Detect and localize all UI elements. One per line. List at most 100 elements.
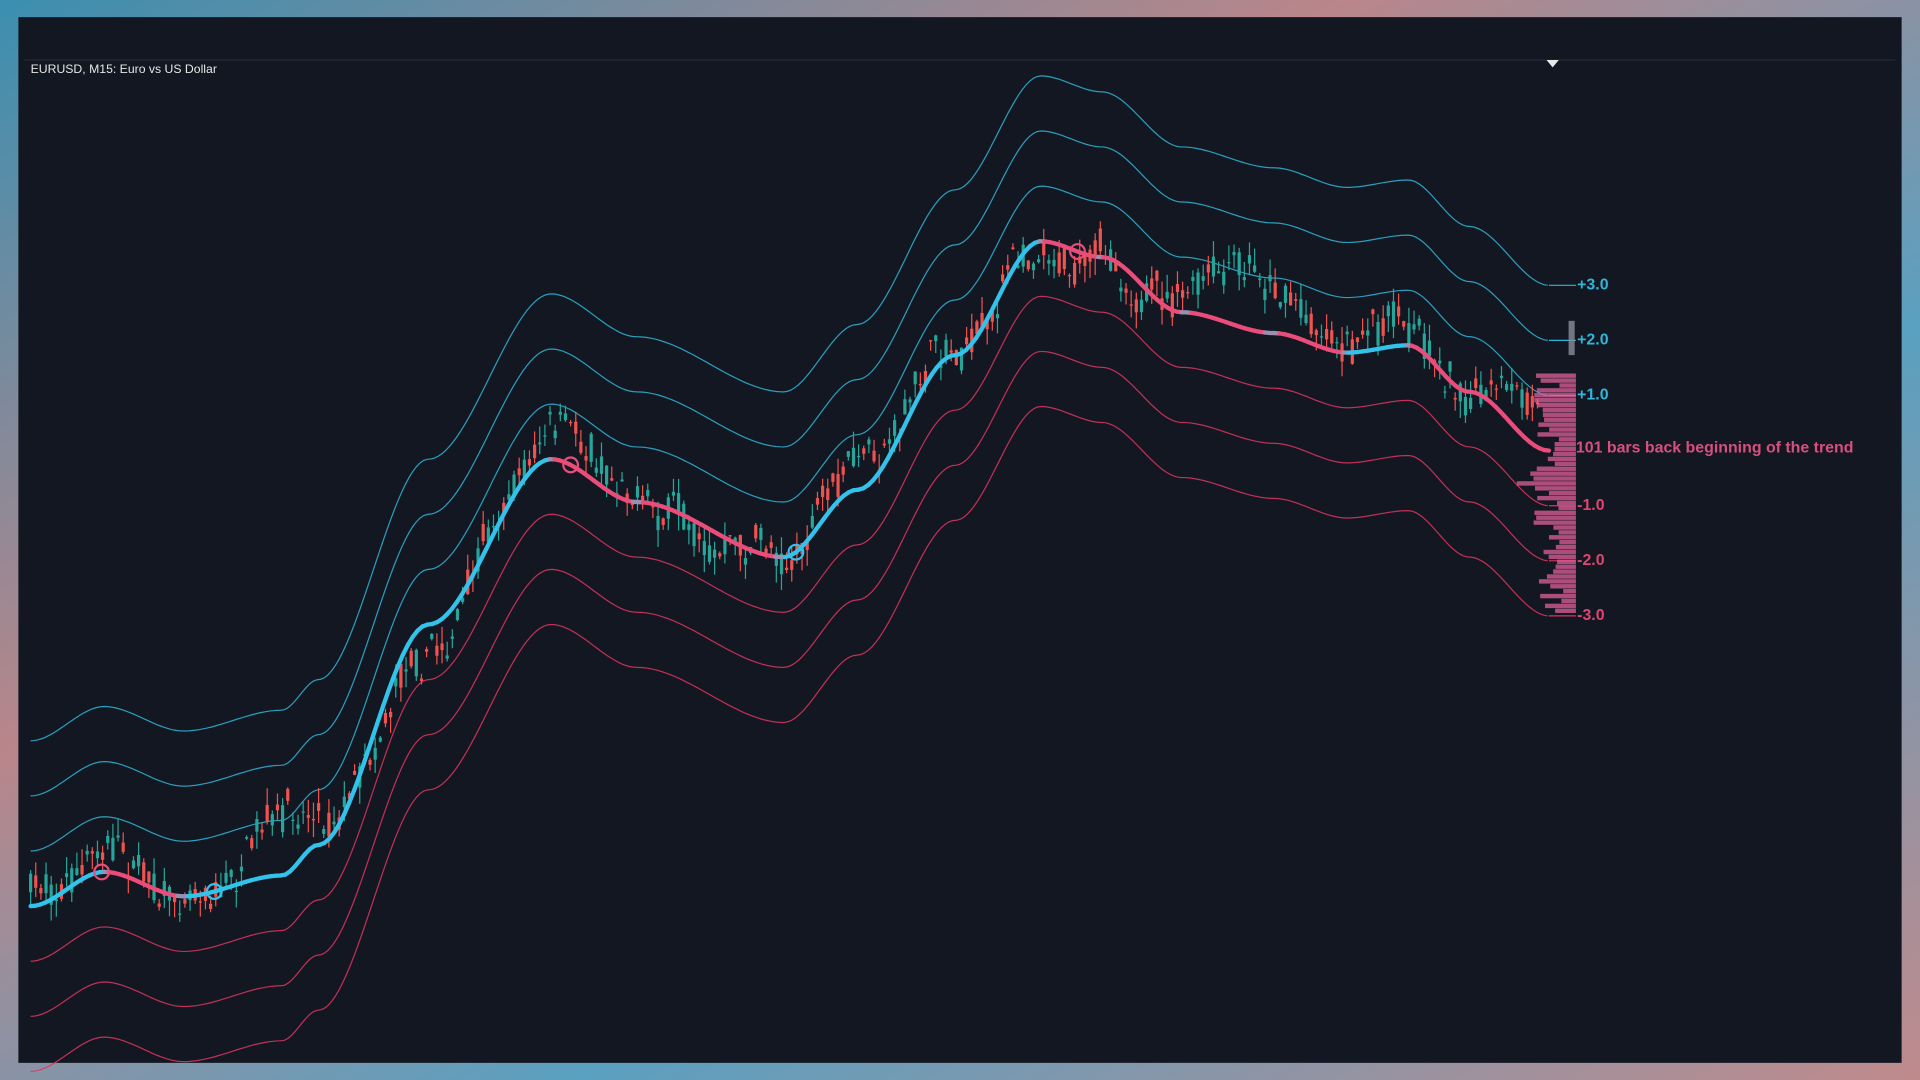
candle-body: [306, 815, 310, 818]
candle-body: [841, 466, 845, 475]
candle-body: [414, 649, 418, 677]
candle-body: [1402, 321, 1406, 327]
profile-bar: [1553, 569, 1576, 574]
trend-change-marker: [787, 543, 805, 561]
candle-body: [1314, 330, 1318, 336]
candle-body: [862, 448, 866, 454]
candle-body: [1201, 276, 1205, 281]
trend-segment: [356, 761, 366, 780]
candle-body: [1119, 287, 1123, 292]
candle-body: [116, 835, 120, 838]
profile-bar: [1542, 407, 1576, 413]
candle-body: [502, 502, 506, 516]
candle-body: [965, 337, 969, 345]
candle-body: [718, 553, 722, 557]
candle-body: [1530, 396, 1534, 408]
candle-body: [1242, 277, 1246, 281]
candle-body: [1078, 256, 1082, 264]
candle-body: [743, 558, 748, 565]
candle-body: [1510, 383, 1514, 391]
candle-body: [301, 811, 305, 813]
profile-bar: [1549, 427, 1576, 432]
candle-body: [250, 838, 254, 849]
candle-body: [702, 541, 706, 556]
trend-segment: [361, 747, 371, 766]
trend-segment: [371, 717, 381, 737]
candle-body: [106, 835, 110, 843]
profile-bar: [1548, 491, 1576, 496]
candle-body: [1052, 259, 1056, 267]
candle-body: [929, 340, 933, 342]
candle-body: [1515, 385, 1519, 387]
candle-body: [65, 873, 69, 878]
candle-body: [831, 473, 835, 482]
profile-bar: [1559, 540, 1576, 545]
profile-bar: [1558, 437, 1576, 442]
candle-body: [1422, 333, 1426, 360]
candle-body: [1196, 272, 1200, 295]
candle-body: [435, 645, 439, 656]
candle-body: [1335, 342, 1339, 344]
candle-body: [687, 524, 691, 531]
candle-body: [90, 851, 94, 854]
profile-bar: [1558, 530, 1576, 535]
candle-body: [553, 430, 557, 439]
level-labels: +3.0 +2.0 +1.0 -1.0 -2.0 -3.0 101 bars back be…: [1576, 277, 1854, 625]
candle-body: [275, 804, 280, 811]
candle-body: [1273, 282, 1277, 299]
trend-segment: [1541, 447, 1552, 453]
level-label: +3.0: [1577, 277, 1609, 294]
candle-body: [1237, 252, 1241, 276]
candle-body: [599, 456, 604, 474]
profile-bar: [1544, 603, 1576, 609]
profile-bar: [1537, 402, 1576, 408]
candle-body: [131, 860, 136, 869]
candle-body: [692, 523, 696, 547]
candle-body: [1217, 271, 1221, 274]
candle-body: [1083, 254, 1087, 267]
candle-body: [1016, 265, 1020, 268]
profile-bar: [1555, 544, 1576, 550]
candle-body: [923, 370, 928, 387]
candle-body: [1366, 330, 1370, 336]
candle-body: [594, 467, 598, 473]
candle-body: [810, 516, 814, 528]
candle-body: [959, 347, 964, 371]
candle-body: [1258, 278, 1262, 281]
candle-body: [774, 552, 778, 566]
candle-body: [270, 814, 274, 826]
chart-area: [18, 17, 1902, 1063]
candle-body: [1247, 255, 1252, 264]
candle-body: [805, 540, 809, 551]
candle-body: [178, 913, 182, 915]
candle-body: [1222, 271, 1226, 286]
candle-body: [887, 439, 892, 444]
profile-bar: [1543, 549, 1576, 555]
candle-body: [558, 411, 562, 415]
candle-body: [913, 371, 917, 385]
level-label: +1.0: [1577, 387, 1609, 404]
candle-body: [1253, 265, 1257, 272]
profile-bar: [1534, 486, 1576, 491]
candle-body: [1391, 301, 1396, 327]
candle-body: [1134, 299, 1138, 313]
candle-body: [1345, 331, 1349, 335]
candle-body: [1175, 284, 1180, 293]
candle-body: [1150, 278, 1154, 290]
candle-body: [1011, 247, 1015, 250]
candle-body: [1535, 402, 1540, 405]
candle-body: [70, 868, 74, 893]
candle-body: [980, 312, 984, 328]
band-line: [30, 405, 1548, 1073]
candle-body: [311, 818, 316, 821]
profile-bar: [1542, 412, 1576, 418]
candle-body: [1427, 340, 1432, 356]
candle-body: [975, 321, 979, 335]
candle-body: [548, 411, 552, 415]
candle-body: [1355, 337, 1360, 343]
profile-bar: [1548, 554, 1576, 560]
candle-body: [461, 597, 465, 603]
candle-body: [1124, 288, 1128, 293]
collapse-toggle[interactable]: [1546, 60, 1559, 68]
candle-body: [1371, 309, 1375, 315]
